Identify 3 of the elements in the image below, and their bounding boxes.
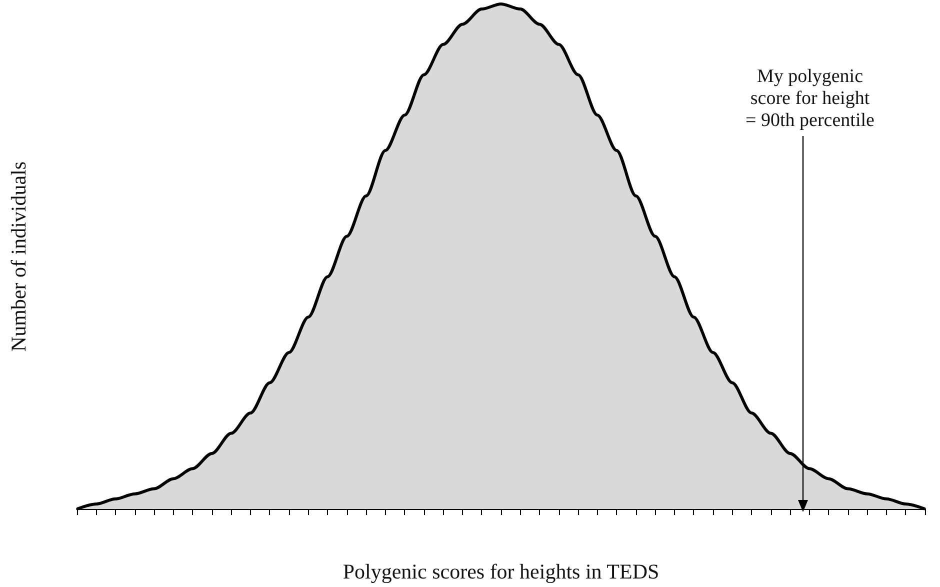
annotation: My polygenic score for height = 90th percentile [744, 66, 876, 132]
x-axis-title: Polygenic scores for heights in TEDS [342, 560, 660, 584]
y-axis-title: Number of individuals [6, 161, 30, 352]
